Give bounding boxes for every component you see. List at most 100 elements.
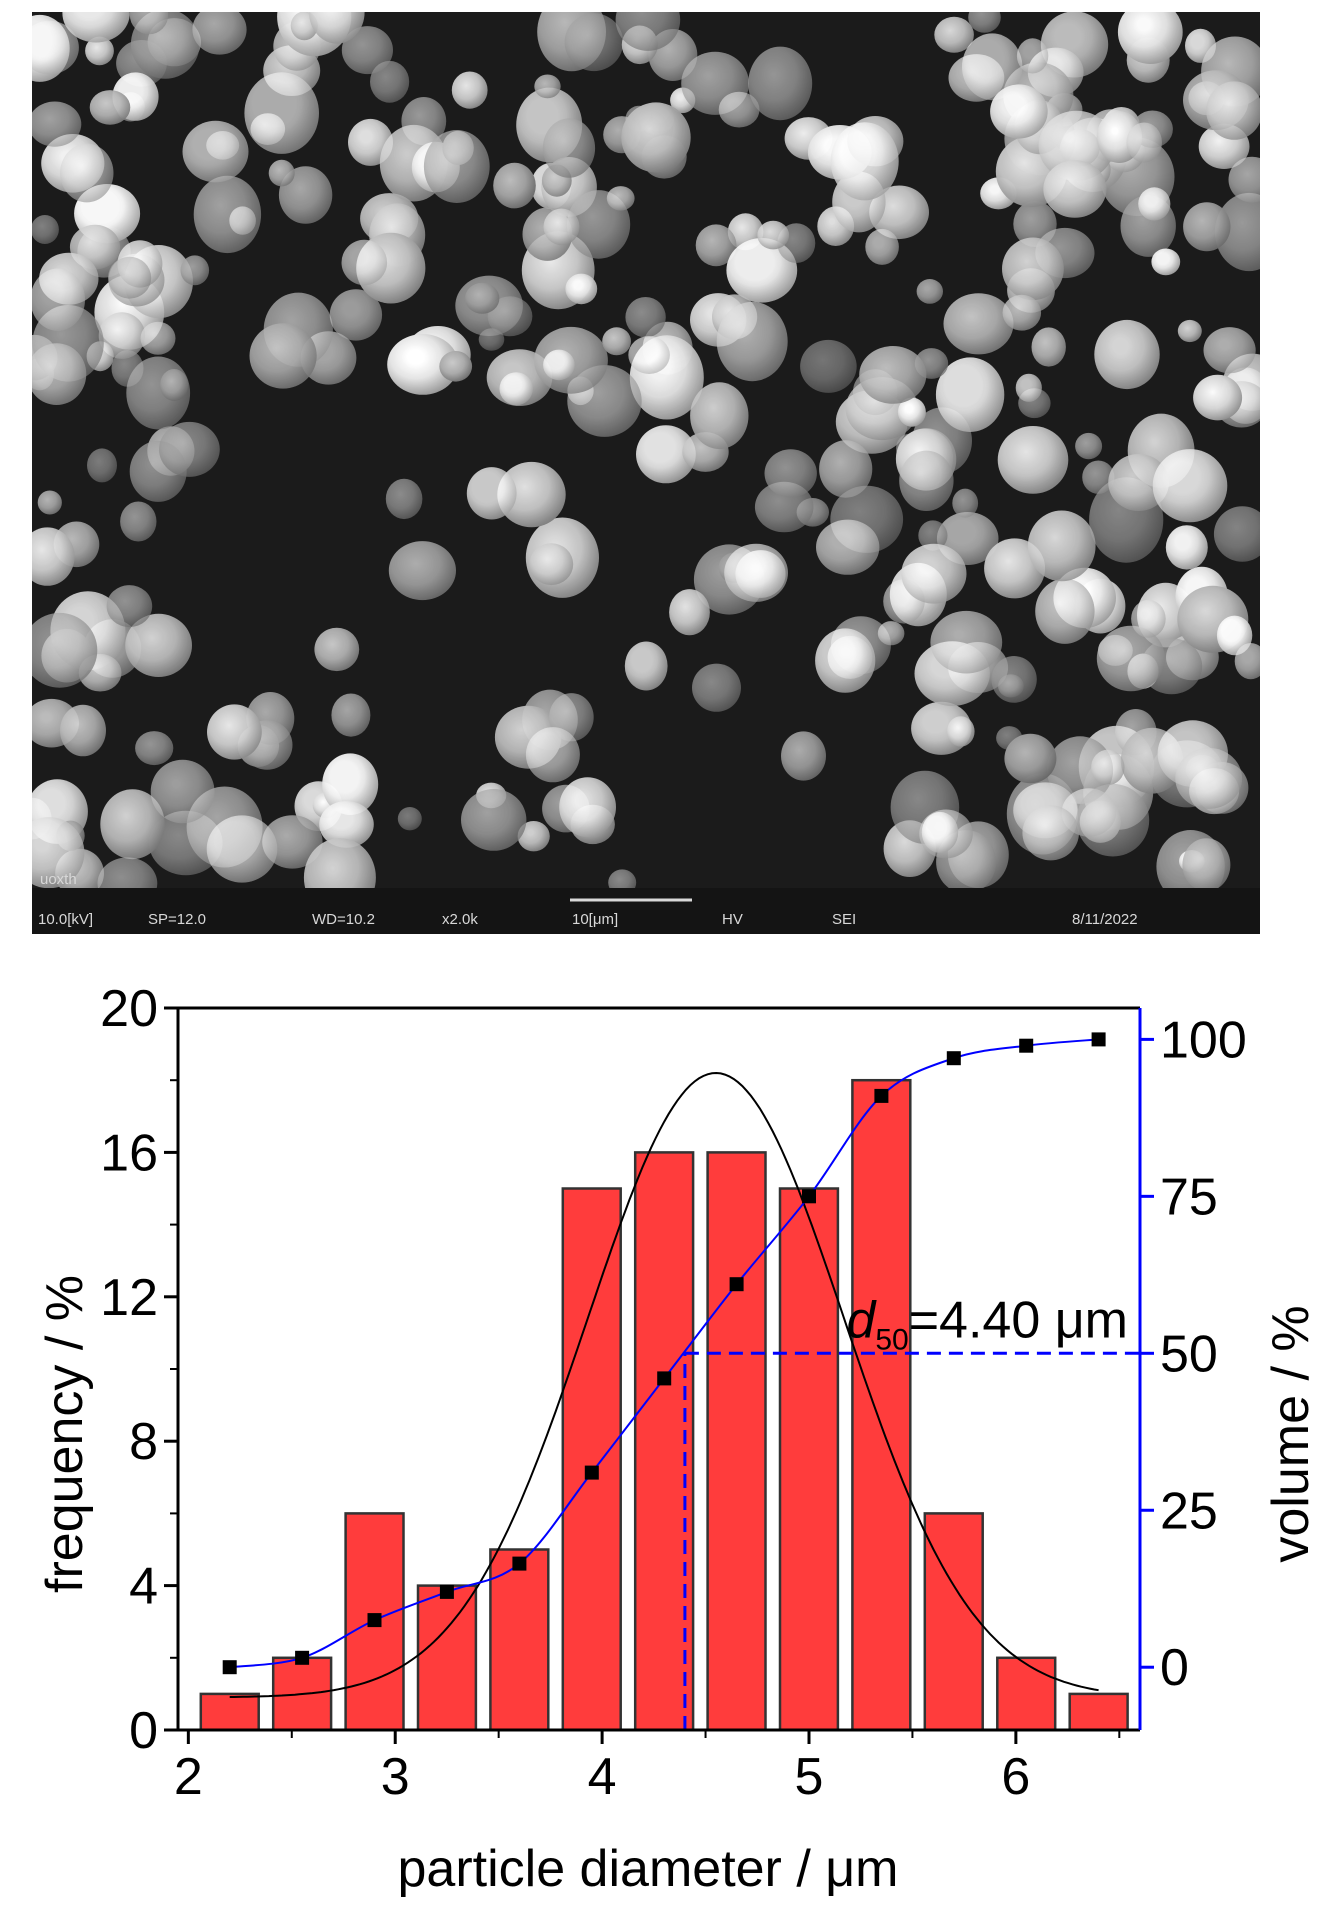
x-axis-label: particle diameter / μm [397,1840,898,1898]
sem-particle [1035,578,1095,644]
sem-particle [1043,160,1107,218]
cumulative-markers [222,1032,1106,1675]
sem-particle [990,84,1048,139]
sem-particle [268,159,295,187]
sem-particle [1213,506,1260,562]
sem-particle [1091,749,1125,786]
sem-particle [947,716,975,747]
d50-label-value: =4.40 μm [909,1291,1128,1349]
sem-particle [625,297,666,338]
sem-particle [1126,122,1162,163]
histogram-bar [1068,1692,1129,1732]
sem-databar-item: 10.0[kV] [38,911,93,928]
sem-particle [695,224,737,267]
sem-particle [781,731,826,781]
sem-particle [32,343,87,405]
sem-particle [60,704,106,757]
sem-databar [32,888,1260,934]
sem-particle [160,369,189,401]
sem-particle [1151,248,1181,276]
sem-particle [262,815,323,869]
sem-particle [140,321,176,355]
sem-particle [439,351,473,382]
gaussian-fit-line [229,1071,1099,1698]
sem-particle [206,815,278,883]
sem-particle [106,585,153,628]
sem-particle [564,13,624,72]
particle-size-chart: 2 3 4 5 6 0 4 8 12 16 20 0 25 50 75 100 d50=4.40 μm par… [0,960,1323,1932]
sem-particle [952,488,979,518]
sem-particle [764,449,817,498]
cumulative-marker [1019,1038,1034,1053]
sem-particle [1228,156,1260,203]
sem-particle [461,789,527,851]
sem-particle [129,12,169,35]
sem-particle [525,727,580,783]
sem-particle [207,704,262,760]
sem-particle [1076,783,1150,857]
d50-label-symbol: d [846,1291,877,1349]
sem-particle [451,71,488,109]
sem-particle [897,397,926,427]
sem-particle [244,72,319,154]
sem-particle [1165,525,1208,570]
cumulative-marker [657,1371,672,1386]
sem-databar-item: WD=10.2 [312,911,375,928]
sem-particle [62,12,130,43]
sem-particle [1203,327,1256,374]
axes-layer: 2 3 4 5 6 0 4 8 12 16 20 0 25 50 75 100 [100,980,1247,1806]
sem-particle [669,589,710,636]
sem-particle [543,208,580,246]
sem-particle [1038,110,1115,181]
sem-particle [724,543,788,602]
sem-particle [341,26,393,75]
sem-particle [1183,202,1231,252]
sem-particle [921,811,959,853]
sem-particle [322,753,379,815]
sem-particle [423,130,490,203]
sem-particle [1193,374,1243,421]
sem-particle [748,46,813,121]
sem-particle [341,239,388,286]
sem-particle [32,215,59,244]
sem-particle [934,16,974,53]
sem-particle [1016,38,1049,74]
y-tick-label: 12 [100,1269,158,1327]
cumulative-marker [222,1660,237,1675]
x-tick-label: 6 [1001,1748,1030,1806]
sem-particle [32,612,98,688]
sem-particle [899,450,954,511]
sem-particle [819,440,873,498]
y-tick-label: 4 [129,1558,158,1616]
sem-particle [830,122,899,201]
sem-particle [108,256,152,299]
sem-particle [1138,187,1171,221]
cumulative-marker [295,1650,310,1665]
sem-particle [1096,625,1165,692]
sem-particle [565,273,598,305]
histogram-bar [489,1548,550,1732]
sem-particle [916,279,943,304]
histogram-bar [199,1692,260,1732]
d50-label-subscript: 50 [875,1323,908,1356]
sem-particle [125,613,192,678]
sem-particle [935,357,1005,433]
y2-axis-label: volume / % [1262,1305,1320,1562]
sem-databar-item: 8/11/2022 [1072,911,1138,928]
sem-particle [1002,294,1042,331]
sem-particle [87,448,117,483]
sem-particle [1046,736,1114,804]
sem-particle [962,33,1023,101]
x-tick-label: 3 [381,1748,410,1806]
sem-particle [865,228,899,265]
sem-particle [193,175,262,254]
sem-particle [1082,460,1115,494]
y2-tick-label: 0 [1160,1639,1189,1697]
sem-particle [497,461,566,528]
histogram-bar [561,1187,622,1732]
sem-particle [690,382,749,450]
sem-particle [32,101,82,147]
sem-particle [1075,432,1103,460]
sem-particle [1177,319,1202,343]
sem-databar-item: x2.0k [442,911,478,928]
